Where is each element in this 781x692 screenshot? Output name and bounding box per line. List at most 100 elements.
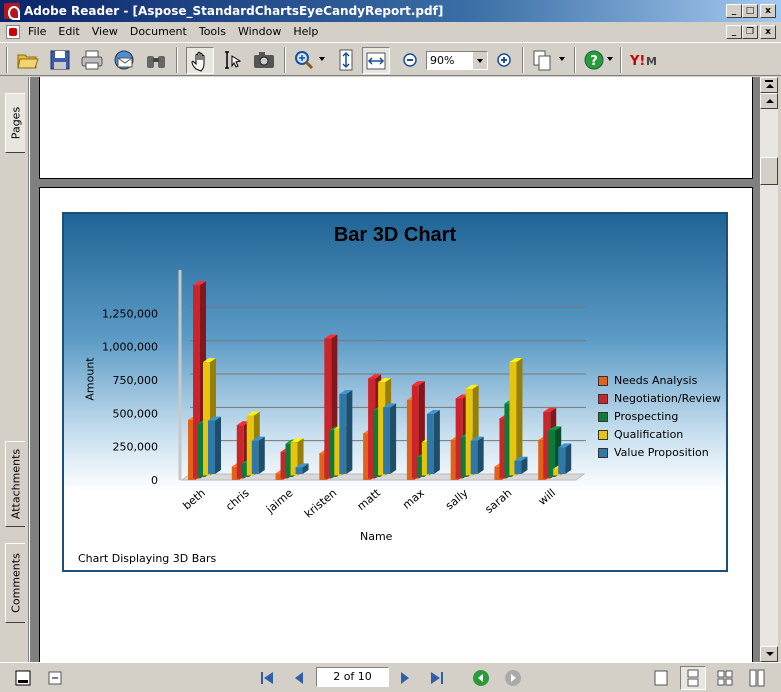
zoom-tool-dropdown[interactable] (319, 57, 325, 61)
bar (514, 460, 522, 474)
document-icon[interactable] (6, 25, 20, 39)
y-tick-label: 1,000,000 (102, 341, 158, 354)
bar (295, 467, 303, 474)
hand-tool-button[interactable] (186, 47, 214, 74)
vertical-scrollbar[interactable] (760, 77, 778, 662)
continuous-page-button[interactable] (680, 666, 706, 690)
bar (319, 453, 327, 480)
previous-page (39, 77, 753, 179)
x-tick-label: sally (443, 486, 471, 512)
bar-top (465, 384, 479, 389)
bar-top (290, 438, 304, 443)
email-icon[interactable] (112, 48, 136, 72)
go-forward-icon[interactable] (504, 669, 522, 687)
bar-top (193, 281, 206, 286)
single-page-icon[interactable] (652, 669, 670, 687)
search-binoculars-icon[interactable] (144, 48, 168, 72)
bar (251, 440, 259, 474)
x-tick-label: sarah (482, 486, 514, 516)
legend-item: Value Proposition (598, 446, 709, 459)
bar (198, 423, 205, 477)
chevron-down-icon[interactable] (473, 52, 487, 69)
y-tick-label: 1,250,000 (102, 307, 158, 320)
go-back-icon[interactable] (472, 669, 490, 687)
menu-help[interactable]: Help (293, 25, 319, 38)
menu-tools[interactable]: Tools (198, 25, 226, 38)
bar-top (203, 358, 216, 363)
select-text-icon[interactable] (220, 48, 244, 72)
doc-minimize-button[interactable]: _ (726, 25, 742, 39)
panel-splitter[interactable] (28, 77, 30, 662)
bar (411, 385, 419, 479)
last-page-icon[interactable] (428, 669, 446, 687)
previous-page-icon[interactable] (290, 669, 308, 687)
bar-top (251, 436, 265, 441)
bar-top (324, 334, 338, 339)
scroll-top-button[interactable] (760, 77, 778, 93)
menu-document[interactable]: Document (129, 25, 187, 38)
bar (465, 388, 473, 476)
bar (280, 451, 288, 479)
legend-swatch (598, 429, 608, 440)
close-button[interactable]: x (760, 4, 776, 18)
scroll-thumb[interactable] (760, 157, 778, 185)
legend-swatch (598, 447, 608, 458)
menu-window[interactable]: Window (237, 25, 282, 38)
page-number-field[interactable]: 2 of 10 (316, 667, 389, 687)
bar (504, 403, 512, 477)
fit-height-icon[interactable] (334, 48, 358, 72)
bar (329, 430, 337, 477)
scroll-up-button[interactable] (760, 93, 778, 109)
scroll-down-button[interactable] (760, 646, 778, 662)
zoom-level-combobox[interactable]: 90% (426, 51, 488, 70)
yahoo-toolbar-icon[interactable]: Y! M (628, 48, 664, 72)
bar (275, 473, 283, 480)
help-icon[interactable]: ? (582, 48, 606, 72)
open-folder-icon[interactable] (16, 48, 40, 72)
bar (494, 466, 502, 480)
zoom-level-value[interactable]: 90% (430, 54, 455, 67)
bar (499, 418, 507, 479)
page-size-icon[interactable] (14, 669, 32, 687)
bar (193, 285, 200, 479)
bar (363, 433, 371, 480)
snapshot-camera-icon[interactable] (252, 48, 276, 72)
chart-plot: 0 250,000 500,000 750,000 1,000,000 1,250,000… (102, 270, 586, 521)
bar (421, 442, 429, 476)
document-properties-icon[interactable] (46, 669, 64, 687)
doc-restore-button[interactable]: ❐ (742, 25, 758, 39)
zoom-out-icon[interactable] (398, 48, 422, 72)
first-page-icon[interactable] (258, 669, 276, 687)
x-tick-label: jaime (263, 486, 296, 516)
bar (285, 443, 293, 477)
print-icon[interactable] (80, 48, 104, 72)
zoom-in-plus-icon[interactable] (492, 48, 516, 72)
bar (368, 378, 376, 479)
help-dropdown[interactable] (607, 57, 613, 61)
bar-side (516, 358, 523, 476)
tab-pages[interactable]: Pages (5, 93, 25, 153)
next-page-icon[interactable] (396, 669, 414, 687)
continuous-facing-icon[interactable] (748, 669, 766, 687)
doc-close-button[interactable]: x (760, 25, 776, 39)
toolbar-separator (176, 47, 178, 73)
menu-file[interactable]: File (28, 25, 47, 38)
y-tick-label: 0 (151, 474, 158, 487)
page-layout-dropdown[interactable] (559, 57, 565, 61)
toolbar: 90% ? Y! M (0, 42, 781, 76)
facing-pages-icon[interactable] (716, 669, 734, 687)
menu-view[interactable]: View (91, 25, 118, 38)
maximize-button[interactable]: □ (742, 4, 758, 18)
tab-attachments[interactable]: Attachments (5, 441, 25, 527)
bar-top (470, 436, 484, 441)
tab-comments[interactable]: Comments (5, 543, 25, 623)
fit-width-button[interactable] (362, 47, 390, 74)
page-layout-icon[interactable] (530, 48, 554, 72)
minimize-button[interactable]: _ (726, 4, 742, 18)
bar (236, 425, 244, 479)
menu-edit[interactable]: Edit (58, 25, 80, 38)
legend-item: Negotiation/Review (598, 392, 721, 405)
save-icon[interactable] (48, 48, 72, 72)
zoom-in-icon[interactable] (292, 48, 316, 72)
bar-top (514, 456, 528, 461)
